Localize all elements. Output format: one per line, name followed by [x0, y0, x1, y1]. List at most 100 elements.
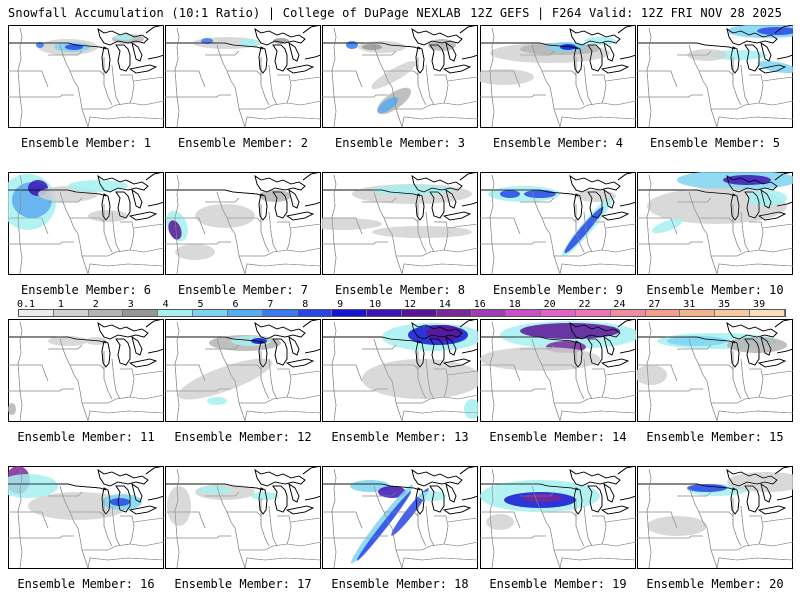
- colorbar-tick-label: 31: [683, 299, 696, 310]
- ensemble-member-panel: Ensemble Member: 6: [8, 172, 164, 297]
- colorbar-tick-label: 39: [753, 299, 766, 310]
- snowfall-map: [322, 25, 478, 128]
- colorbar-tick-label: 5: [197, 299, 204, 310]
- colorbar-tick-label: 24: [613, 299, 626, 310]
- snowfall-map: [637, 172, 793, 275]
- snowfall-contour: [651, 218, 683, 234]
- ensemble-member-caption: Ensemble Member: 4: [492, 136, 624, 150]
- ensemble-member-panel: Ensemble Member: 17: [165, 466, 321, 591]
- colorbar-swatch: [680, 310, 716, 316]
- snowfall-contour: [564, 206, 604, 254]
- colorbar-swatch: [645, 310, 681, 316]
- colorbar-tick-label: 14: [438, 299, 451, 310]
- snowfall-contour: [522, 494, 562, 502]
- snowfall-contour: [520, 323, 620, 339]
- colorbar-swatch: [436, 310, 472, 316]
- ensemble-member-panel: Ensemble Member: 3: [322, 25, 478, 150]
- snowfall-contour: [201, 38, 213, 44]
- snowfall-contour: [378, 486, 406, 498]
- ensemble-member-caption: Ensemble Member: 11: [17, 430, 155, 444]
- map-background: [637, 25, 793, 128]
- ensemble-member-caption: Ensemble Member: 1: [20, 136, 152, 150]
- colorbar-swatch: [401, 310, 437, 316]
- colorbar-tick-label: 3: [127, 299, 134, 310]
- snowfall-map: [322, 466, 478, 569]
- colorbar-tick-label: 20: [543, 299, 556, 310]
- map-outlines: [322, 319, 478, 422]
- snowfall-contour: [524, 190, 556, 198]
- colorbar-swatch: [541, 310, 576, 316]
- ensemble-member-caption: Ensemble Member: 2: [177, 136, 309, 150]
- snowfall-shading: [177, 335, 281, 405]
- snowfall-contour: [251, 492, 279, 500]
- colorbar-swatch: [227, 310, 263, 316]
- snowfall-contour: [372, 226, 472, 238]
- ensemble-member-panel: Ensemble Member: 5: [637, 25, 793, 150]
- map-outlines: [480, 466, 636, 569]
- ensemble-member-caption: Ensemble Member: 18: [331, 577, 469, 591]
- colorbar-tick-label: 22: [578, 299, 591, 310]
- map-outlines: [8, 172, 164, 275]
- colorbar-swatch: [471, 310, 507, 316]
- ensemble-member-panel: Ensemble Member: 8: [322, 172, 478, 297]
- snowfall-map: [480, 319, 636, 422]
- snowfall-contour: [480, 69, 534, 85]
- snowfall-contour: [175, 244, 215, 260]
- snowfall-map: [480, 172, 636, 275]
- snowfall-contour: [667, 336, 727, 346]
- snowfall-contour: [727, 472, 793, 492]
- map-outlines: [637, 319, 793, 422]
- ensemble-member-caption: Ensemble Member: 14: [489, 430, 627, 444]
- snowfall-contour: [167, 486, 191, 526]
- ensemble-member-caption: Ensemble Member: 13: [331, 430, 469, 444]
- ensemble-member-caption: Ensemble Member: 12: [174, 430, 312, 444]
- colorbar-swatch: [19, 310, 54, 316]
- colorbar-tick-label: 7: [267, 299, 274, 310]
- snowfall-contour: [480, 347, 600, 371]
- snowfall-shading: [362, 323, 478, 419]
- colorbar-tick-label: 2: [92, 299, 99, 310]
- colorbar-swatch: [193, 310, 228, 316]
- snowfall-contour: [757, 27, 793, 35]
- snowfall-map: [8, 172, 164, 275]
- snowfall-contour: [199, 486, 231, 494]
- snowfall-map: [165, 466, 321, 569]
- snowfall-contour: [500, 190, 520, 198]
- snowfall-contour: [110, 498, 130, 506]
- map-outlines: [637, 172, 793, 275]
- snowfall-contour: [251, 338, 267, 344]
- ensemble-member-caption: Ensemble Member: 15: [646, 430, 784, 444]
- snowfall-map: [8, 319, 164, 422]
- map-outlines: [165, 172, 321, 275]
- ensemble-member-caption: Ensemble Member: 8: [334, 283, 466, 297]
- snowfall-map: [165, 172, 321, 275]
- colorbar-swatch: [750, 310, 785, 316]
- snowfall-contour: [747, 190, 787, 206]
- ensemble-member-panel: Ensemble Member: 20: [637, 466, 793, 591]
- map-background: [480, 172, 636, 275]
- snowfall-contour: [362, 359, 478, 399]
- map-background: [8, 319, 164, 422]
- ensemble-member-panel: Ensemble Member: 1: [8, 25, 164, 150]
- ensemble-member-panel: Ensemble Member: 15: [637, 319, 793, 444]
- snowfall-map: [322, 172, 478, 275]
- ensemble-member-panel: Ensemble Member: 2: [165, 25, 321, 150]
- snowfall-contour: [418, 491, 446, 501]
- map-outlines: [637, 25, 793, 128]
- colorbar-tick-label: 0.1: [16, 299, 36, 310]
- colorbar-swatch: [262, 310, 298, 316]
- snowfall-shading: [480, 37, 616, 85]
- colorbar-tick-label: 6: [232, 299, 239, 310]
- snowfall-contour: [757, 60, 793, 74]
- snowfall-contour: [177, 358, 273, 400]
- colorbar-tick-label: 10: [369, 299, 382, 310]
- colorbar-swatch: [332, 310, 368, 316]
- colorbar-swatch: [576, 310, 611, 316]
- colorbar-swatch: [715, 310, 751, 316]
- map-background: [322, 466, 478, 569]
- map-outlines: [8, 25, 164, 128]
- snowfall-map: [322, 319, 478, 422]
- ensemble-member-panel: Ensemble Member: 4: [480, 25, 636, 150]
- colorbar-tick-label: 1: [57, 299, 64, 310]
- snowfall-contour: [486, 514, 514, 530]
